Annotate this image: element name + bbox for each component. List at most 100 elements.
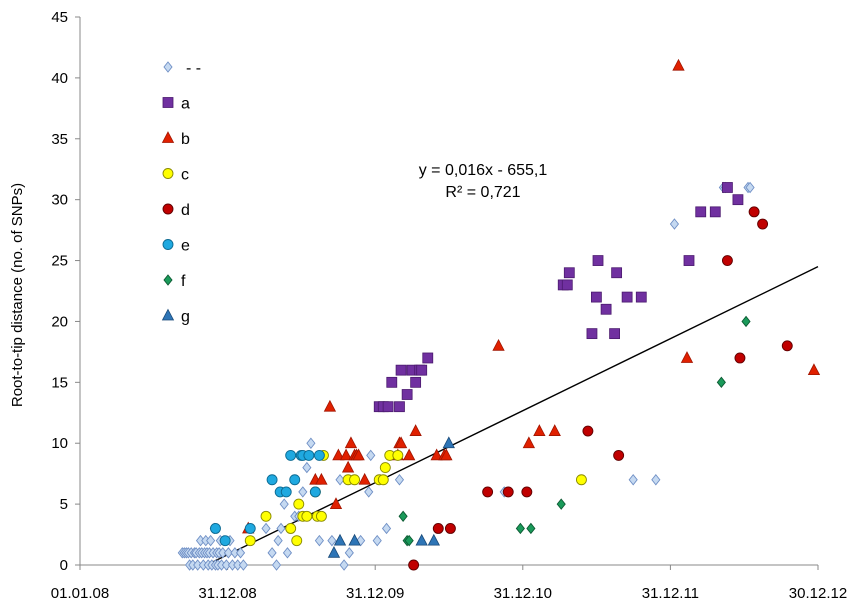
x-tick-label: 30.12.12 bbox=[789, 585, 847, 602]
legend-label: b bbox=[181, 131, 190, 148]
legend-marker bbox=[162, 239, 174, 250]
data-point bbox=[344, 547, 354, 559]
data-point bbox=[339, 448, 353, 461]
data-point bbox=[427, 533, 440, 546]
data-point bbox=[327, 534, 337, 547]
legend-item: a bbox=[162, 96, 190, 113]
data-point bbox=[381, 522, 392, 535]
y-tick-label: 15 bbox=[51, 374, 68, 391]
series-e bbox=[210, 449, 325, 547]
data-point bbox=[695, 206, 707, 218]
data-point bbox=[408, 559, 420, 571]
y-tick-label: 40 bbox=[51, 70, 68, 87]
data-point bbox=[244, 535, 256, 547]
data-point bbox=[394, 401, 405, 413]
data-point bbox=[582, 425, 594, 437]
data-point bbox=[260, 510, 272, 522]
data-point bbox=[323, 399, 337, 412]
data-point bbox=[291, 535, 303, 547]
data-point bbox=[392, 449, 404, 461]
y-tick-label: 20 bbox=[51, 313, 68, 330]
data-point bbox=[807, 363, 821, 376]
data-point bbox=[592, 255, 604, 266]
data-point bbox=[563, 267, 575, 279]
data-point bbox=[238, 559, 248, 571]
legend-marker bbox=[162, 97, 174, 108]
data-point bbox=[401, 389, 413, 400]
trendline-equation: y = 0,016x - 655,1 bbox=[419, 162, 548, 179]
series-g bbox=[327, 436, 455, 558]
data-point bbox=[410, 376, 422, 388]
data-point bbox=[301, 510, 313, 522]
data-point bbox=[267, 547, 277, 559]
data-point bbox=[722, 182, 733, 193]
data-point bbox=[303, 449, 315, 461]
data-point bbox=[315, 510, 327, 522]
data-point bbox=[600, 303, 612, 315]
data-point bbox=[273, 534, 283, 547]
y-tick-label: 35 bbox=[51, 131, 68, 148]
y-tick-label: 5 bbox=[60, 496, 68, 513]
data-point bbox=[482, 486, 494, 498]
data-point bbox=[415, 533, 428, 546]
data-point bbox=[781, 340, 793, 352]
data-point bbox=[440, 448, 453, 461]
data-point bbox=[716, 376, 726, 389]
data-point bbox=[364, 486, 374, 498]
data-point bbox=[235, 547, 246, 559]
data-point bbox=[404, 534, 414, 547]
legend-item: d bbox=[162, 202, 190, 219]
data-point bbox=[492, 338, 505, 351]
legend-marker bbox=[162, 203, 174, 215]
data-point bbox=[709, 206, 721, 218]
data-point bbox=[628, 474, 638, 486]
y-tick-label: 45 bbox=[51, 9, 68, 26]
data-point bbox=[329, 497, 343, 510]
data-point bbox=[515, 522, 525, 535]
data-point bbox=[403, 448, 416, 461]
legend: - - a b c d e f g bbox=[161, 60, 201, 326]
data-point bbox=[590, 291, 602, 303]
series-c bbox=[244, 449, 587, 547]
data-point bbox=[635, 291, 647, 303]
data-point bbox=[327, 545, 341, 558]
data-point bbox=[721, 255, 733, 267]
data-point bbox=[586, 328, 598, 340]
data-point bbox=[313, 449, 325, 461]
data-point bbox=[521, 486, 533, 498]
y-axis-title: Root-to-tip distance (no. of SNPs) bbox=[9, 183, 26, 407]
x-tick-label: 31.12.08 bbox=[198, 585, 256, 602]
data-point bbox=[302, 461, 312, 474]
data-point bbox=[344, 436, 358, 449]
data-point bbox=[219, 535, 231, 547]
data-point bbox=[276, 522, 286, 535]
data-point bbox=[206, 534, 216, 547]
data-point bbox=[575, 474, 587, 486]
legend-label: c bbox=[181, 167, 189, 184]
data-point bbox=[430, 448, 443, 461]
data-point bbox=[533, 424, 546, 436]
data-point bbox=[432, 523, 444, 534]
series-f bbox=[398, 315, 751, 547]
legend-marker bbox=[162, 168, 174, 179]
data-point bbox=[669, 218, 680, 230]
data-point bbox=[382, 401, 394, 413]
data-point bbox=[522, 436, 536, 449]
data-point bbox=[502, 486, 514, 498]
data-point bbox=[394, 474, 405, 486]
data-point bbox=[333, 533, 347, 546]
y-tick-label: 25 bbox=[51, 253, 68, 270]
data-point bbox=[395, 364, 407, 376]
data-point bbox=[745, 181, 755, 194]
data-point bbox=[285, 449, 297, 461]
data-point bbox=[409, 424, 422, 436]
series-d bbox=[408, 206, 793, 571]
data-point bbox=[339, 559, 349, 571]
data-point bbox=[748, 206, 760, 218]
data-point bbox=[372, 534, 382, 547]
data-point bbox=[314, 534, 324, 547]
legend-item: f bbox=[163, 273, 186, 290]
data-point bbox=[306, 437, 316, 449]
data-point bbox=[734, 352, 746, 364]
